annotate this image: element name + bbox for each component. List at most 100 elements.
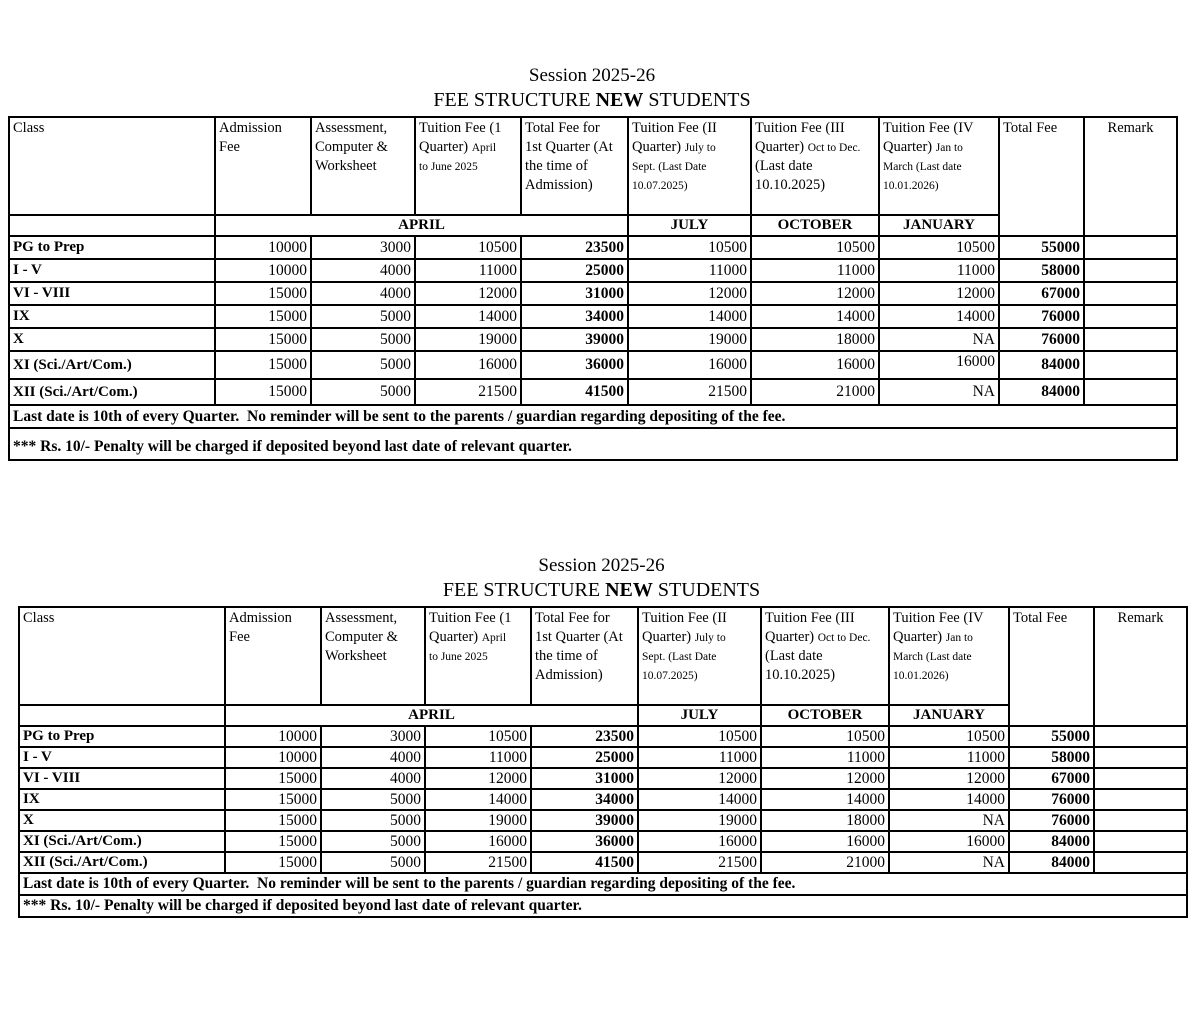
header-text: Tuition Fee (IV Quarter) (893, 610, 984, 646)
tuition-q1-cell: 19000 (424, 809, 532, 832)
empty-subheader-cell (18, 704, 226, 727)
remark-cell (1083, 378, 1178, 406)
admission-fee-cell: 15000 (214, 281, 312, 306)
col-header-admission-fee: Admission Fee (214, 116, 312, 216)
session-title: Session 2025-26 (528, 65, 656, 86)
assessment-cell: 5000 (310, 350, 416, 380)
tuition-q2-cell: 19000 (627, 327, 752, 352)
admission-fee-cell: 15000 (224, 809, 322, 832)
assessment-cell: 5000 (310, 304, 416, 329)
tuition-q1-cell: 11000 (414, 258, 522, 283)
admission-fee-cell: 10000 (224, 725, 322, 748)
tuition-q4-cell: NA (878, 327, 1000, 352)
total-fee-cell: 55000 (998, 235, 1085, 260)
col-header-total-fee-q1: Total Fee for 1st Quarter (At the time o… (520, 116, 629, 216)
total-q1-cell: 34000 (530, 788, 639, 811)
april-subheader: APRIL (214, 214, 629, 237)
tuition-q3-cell: 16000 (750, 350, 880, 380)
tuition-q3-cell: 16000 (760, 830, 890, 853)
total-fee-cell: 76000 (1008, 788, 1095, 811)
remark-cell (1083, 281, 1178, 306)
assessment-cell: 4000 (320, 746, 426, 769)
footnote-text: Last date is 10th of every Quarter. No r… (8, 404, 1178, 429)
class-cell: I - V (8, 258, 216, 283)
total-q1-cell: 39000 (530, 809, 639, 832)
class-cell: IX (18, 788, 226, 811)
class-cell: XI (Sci./Art/Com.) (8, 350, 216, 380)
document-page: Session 2025-26 FEE STRUCTURE NEW STUDEN… (0, 0, 1200, 918)
april-subheader: APRIL (224, 704, 639, 727)
table-row: XII (Sci./Art/Com.) 15000 5000 21500 41500 21… (18, 851, 1188, 874)
tuition-q3-cell: 10500 (750, 235, 880, 260)
tuition-q4-cell: 14000 (878, 304, 1000, 329)
table-row: VI - VIII 15000 4000 12000 31000 12000 12000 12… (8, 281, 1178, 306)
admission-fee-cell: 15000 (224, 830, 322, 853)
assessment-cell: 5000 (310, 327, 416, 352)
total-q1-cell: 31000 (530, 767, 639, 790)
fee-table: Class Admission Fee Assessment, Computer &… (18, 606, 1188, 918)
total-fee-cell: 76000 (1008, 809, 1095, 832)
january-subheader: JANUARY (888, 704, 1010, 727)
table-row: I - V 10000 4000 11000 25000 11000 11000 11000 5… (18, 746, 1188, 769)
remark-cell (1093, 851, 1188, 874)
fee-title-bold: NEW (605, 579, 653, 601)
tuition-q4-cell: 11000 (878, 258, 1000, 283)
admission-fee-cell: 10000 (214, 258, 312, 283)
fee-structure-title: FEE STRUCTURE NEW STUDENTS (8, 88, 1176, 112)
assessment-cell: 3000 (320, 725, 426, 748)
total-q1-cell: 39000 (520, 327, 629, 352)
remark-cell (1093, 746, 1188, 769)
table-row: PG to Prep 10000 3000 10500 23500 10500 10500 1… (18, 725, 1188, 748)
class-cell: X (8, 327, 216, 352)
class-cell: XI (Sci./Art/Com.) (18, 830, 226, 853)
assessment-cell: 4000 (320, 767, 426, 790)
table-row: IX 15000 5000 14000 34000 14000 14000 14000 7600… (18, 788, 1188, 811)
total-fee-cell: 76000 (998, 327, 1085, 352)
tuition-q3-cell: 11000 (760, 746, 890, 769)
total-fee-cell: 84000 (998, 350, 1085, 380)
fee-structure-section-1: Session 2025-26 FEE STRUCTURE NEW STUDEN… (0, 0, 1200, 461)
admission-fee-cell: 15000 (214, 378, 312, 406)
admission-fee-cell: 15000 (224, 788, 322, 811)
total-q1-cell: 41500 (520, 378, 629, 406)
admission-fee-cell: 10000 (214, 235, 312, 260)
remark-cell (1093, 767, 1188, 790)
header-text: Tuition Fee (III Quarter) (755, 120, 845, 156)
fee-title-bold: NEW (595, 89, 644, 111)
class-cell: PG to Prep (18, 725, 226, 748)
tuition-q2-cell: 16000 (637, 830, 762, 853)
assessment-cell: 5000 (310, 378, 416, 406)
tuition-q3-cell: 21000 (750, 378, 880, 406)
col-header-assessment-computer-worksheet: Assessment, Computer & Worksheet (320, 606, 426, 706)
tuition-q4-cell: NA (888, 851, 1010, 874)
header-text: April to June 2025 (419, 142, 497, 174)
tuition-q4-cell: 10500 (878, 235, 1000, 260)
col-header-class: Class (18, 606, 226, 706)
footnote-text: *** Rs. 10/- Penalty will be charged if … (18, 894, 1188, 918)
col-header-remark: Remark (1083, 116, 1178, 237)
header-text: Oct to Dec. (817, 632, 871, 645)
col-header-tuition-fee-q2: Tuition Fee (II Quarter) July to Sept. (… (637, 606, 762, 706)
header-text: Total Fee (1003, 120, 1058, 136)
tuition-q1-cell: 16000 (414, 350, 522, 380)
col-header-tuition-fee-q1: Tuition Fee (1 Quarter) April to June 20… (414, 116, 522, 216)
tuition-q4-cell: 16000 (878, 350, 1000, 380)
tuition-q3-cell: 21000 (760, 851, 890, 874)
admission-fee-cell: 15000 (214, 327, 312, 352)
tuition-q4-cell: 14000 (888, 788, 1010, 811)
header-text: Assessment, Computer & Worksheet (325, 610, 398, 665)
tuition-q2-cell: 11000 (627, 258, 752, 283)
col-header-tuition-fee-q3: Tuition Fee (III Quarter) Oct to Dec. (L… (760, 606, 890, 706)
total-q1-cell: 25000 (520, 258, 629, 283)
fee-structure-section-2: Session 2025-26 FEE STRUCTURE NEW STUDEN… (0, 554, 1200, 918)
remark-cell (1093, 725, 1188, 748)
tuition-q1-cell: 21500 (424, 851, 532, 874)
tuition-q1-cell: 12000 (414, 281, 522, 306)
header-text: Oct to Dec. (807, 142, 861, 155)
july-subheader: JULY (637, 704, 762, 727)
tuition-q2-cell: 10500 (637, 725, 762, 748)
tuition-q3-cell: 14000 (760, 788, 890, 811)
header-text: Jan to March (Last date 10.01.2026) (883, 142, 963, 193)
remark-cell (1083, 304, 1178, 329)
tuition-q1-cell: 16000 (424, 830, 532, 853)
